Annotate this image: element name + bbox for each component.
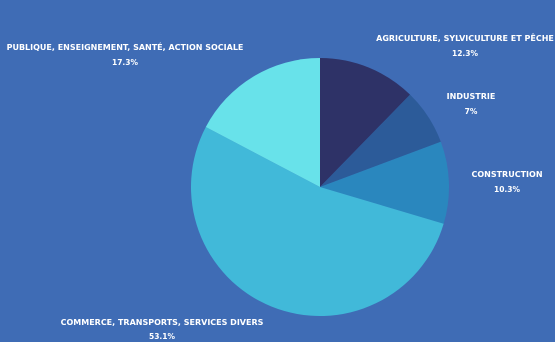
pie-slice-commerce bbox=[190, 127, 444, 317]
pie-slice-construction bbox=[320, 141, 449, 224]
pie-slice-industrie bbox=[320, 94, 441, 187]
slice-value-agriculture: 12.3% bbox=[452, 49, 479, 58]
label-agriculture: AGRICULTURE, SYLVICULTURE ET PÊCHE 12.3% bbox=[376, 32, 554, 58]
pie-slice-agriculture bbox=[320, 58, 411, 187]
slice-value-industrie: 7% bbox=[465, 107, 478, 116]
label-industrie: INDUSTRIE 7% bbox=[447, 92, 496, 116]
slice-value-publique: 17.3% bbox=[112, 58, 139, 67]
label-construction: CONSTRUCTION 10.3% bbox=[471, 170, 542, 194]
slice-label-publique: PUBLIQUE, ENSEIGNEMENT, SANTÉ, ACTION SO… bbox=[7, 41, 244, 52]
pie-slice-publique bbox=[205, 58, 320, 187]
slice-label-commerce: COMMERCE, TRANSPORTS, SERVICES DIVERS bbox=[61, 318, 264, 327]
slice-label-industrie: INDUSTRIE bbox=[447, 92, 496, 101]
slice-label-agriculture: AGRICULTURE, SYLVICULTURE ET PÊCHE bbox=[376, 32, 554, 43]
slice-label-construction: CONSTRUCTION bbox=[471, 170, 542, 179]
label-commerce: COMMERCE, TRANSPORTS, SERVICES DIVERS 53… bbox=[61, 318, 264, 341]
pie-slices bbox=[190, 58, 449, 317]
label-publique: PUBLIQUE, ENSEIGNEMENT, SANTÉ, ACTION SO… bbox=[7, 41, 244, 67]
slice-value-construction: 10.3% bbox=[494, 185, 521, 194]
slice-value-commerce: 53.1% bbox=[149, 332, 176, 341]
